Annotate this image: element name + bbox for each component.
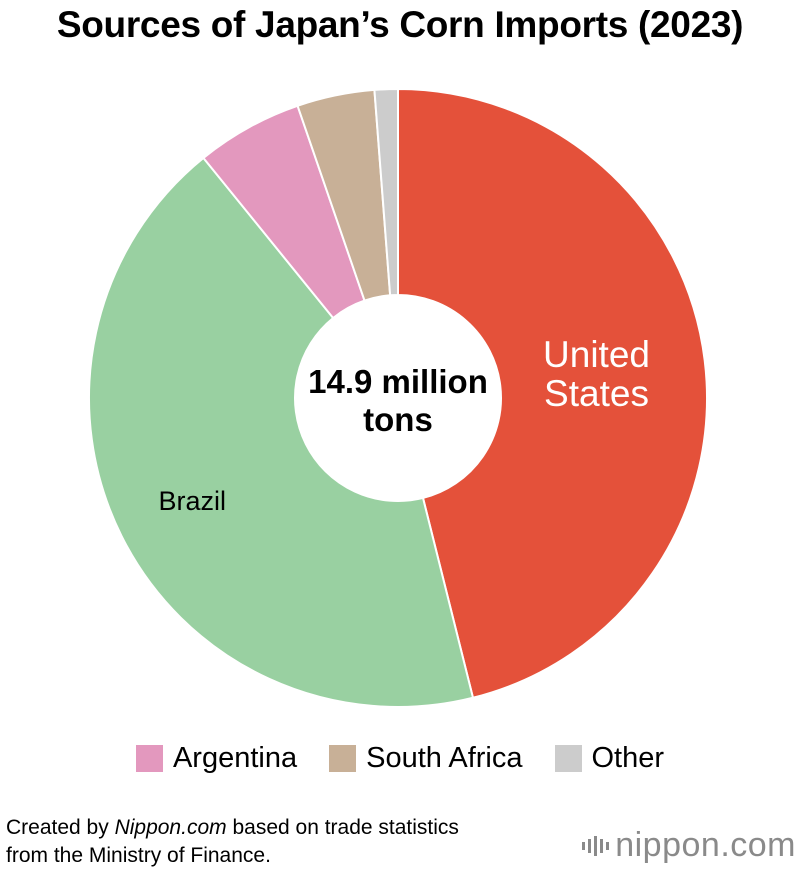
center-total-label: 14.9 million tons bbox=[308, 363, 488, 438]
legend-swatch-other bbox=[554, 745, 582, 772]
slice-label-united-states: United States bbox=[543, 334, 650, 414]
legend-label-argentina: Argentina bbox=[172, 742, 298, 774]
slice-other bbox=[373, 87, 399, 297]
legend-label-south-africa: South Africa bbox=[366, 742, 523, 774]
legend: Argentina South Africa Other bbox=[0, 742, 800, 775]
source-site: Nippon.com bbox=[114, 816, 227, 839]
chart-title: Sources of Japan’s Corn Imports (2023) bbox=[56, 4, 744, 45]
slice-united-states bbox=[397, 87, 708, 699]
legend-item-other: Other bbox=[554, 742, 665, 775]
donut-chart: United States Brazil 14.9 million tons bbox=[88, 87, 708, 708]
source-note-line-1: Created by Nippon.com based on trade sta… bbox=[6, 814, 459, 842]
legend-label-other: Other bbox=[591, 742, 665, 774]
logo-text: nippon.com bbox=[615, 826, 796, 864]
source-suffix: based on trade statistics bbox=[226, 816, 459, 839]
slice-label-brazil: Brazil bbox=[158, 486, 226, 516]
source-note: Created by Nippon.com based on trade sta… bbox=[6, 814, 459, 870]
legend-item-south-africa: South Africa bbox=[329, 742, 523, 775]
source-prefix: Created by bbox=[6, 816, 115, 839]
legend-swatch-south-africa bbox=[329, 745, 357, 772]
nippon-logo: nippon.com bbox=[582, 826, 796, 865]
slice-brazil bbox=[88, 156, 475, 708]
legend-swatch-argentina bbox=[135, 745, 163, 772]
source-note-line-2: from the Ministry of Finance. bbox=[6, 844, 271, 867]
legend-item-argentina: Argentina bbox=[135, 742, 298, 775]
logo-bars-icon bbox=[582, 835, 610, 856]
